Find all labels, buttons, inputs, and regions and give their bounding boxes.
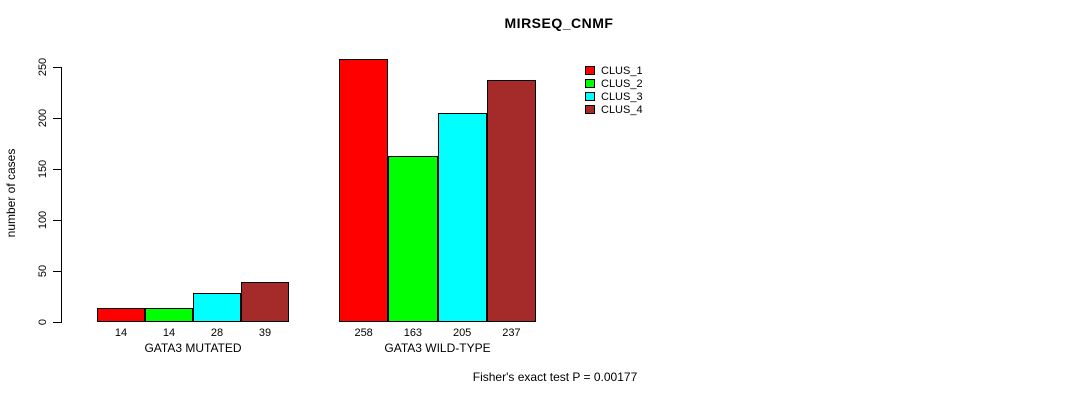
y-tick-label-100: 100 [37,210,49,230]
legend-swatch-clus-4 [585,105,595,114]
bar-value-label-clus-4-gata3-wild-type: 237 [502,327,521,339]
category-label-gata3-wild-type: GATA3 WILD-TYPE [384,341,491,355]
category-label-gata3-mutated: GATA3 MUTATED [144,341,242,355]
bar-clus-2-gata3-wild-type [388,155,438,322]
y-tick-label-200: 200 [37,108,49,128]
legend-label-clus-4: CLUS_4 [601,103,643,116]
bar-value-label-clus-1-gata3-wild-type: 258 [354,327,373,339]
y-tick-label-150: 150 [37,159,49,179]
legend-label-clus-1: CLUS_1 [601,64,643,77]
y-tick-label-50: 50 [37,264,49,278]
bar-value-label-clus-1-gata3-mutated: 14 [114,327,128,339]
chart-title: MIRSEQ_CNMF [504,15,614,31]
fisher-test-annotation: Fisher's exact test P = 0.00177 [472,370,638,384]
bar-value-label-clus-3-gata3-wild-type: 205 [452,327,472,339]
legend-swatch-clus-3 [585,92,595,101]
legend-item-clus-2: CLUS_2 [585,77,643,90]
legend: CLUS_1 CLUS_2 CLUS_3 CLUS_4 [585,64,643,116]
y-tick-50 [53,271,61,272]
bar-value-label-clus-2-gata3-mutated: 14 [162,327,176,339]
legend-label-clus-3: CLUS_3 [601,90,643,103]
bar-value-label-clus-3-gata3-mutated: 28 [210,327,224,339]
bar-clus-1-gata3-mutated [97,307,145,322]
y-tick-label-0: 0 [37,318,49,326]
y-tick-200 [53,118,61,119]
y-tick-100 [53,220,61,221]
bar-clus-3-gata3-wild-type [437,112,487,322]
y-tick-0 [53,322,61,323]
legend-swatch-clus-2 [585,79,595,88]
y-axis-title: number of cases [4,148,18,238]
y-tick-label-250: 250 [37,57,49,77]
y-axis-line [61,67,62,323]
legend-item-clus-1: CLUS_1 [585,64,643,77]
bar-clus-3-gata3-mutated [193,293,241,322]
bar-clus-4-gata3-mutated [241,282,289,322]
legend-item-clus-4: CLUS_4 [585,103,643,116]
y-tick-150 [53,169,61,170]
y-tick-250 [53,67,61,68]
bar-clus-4-gata3-wild-type [486,80,536,322]
bar-clus-1-gata3-wild-type [339,58,389,322]
bar-clus-2-gata3-mutated [145,307,193,322]
legend-item-clus-3: CLUS_3 [585,90,643,103]
bar-value-label-clus-2-gata3-wild-type: 163 [403,327,423,339]
legend-label-clus-2: CLUS_2 [601,77,643,90]
legend-swatch-clus-1 [585,66,595,75]
bar-value-label-clus-4-gata3-mutated: 39 [258,327,272,339]
